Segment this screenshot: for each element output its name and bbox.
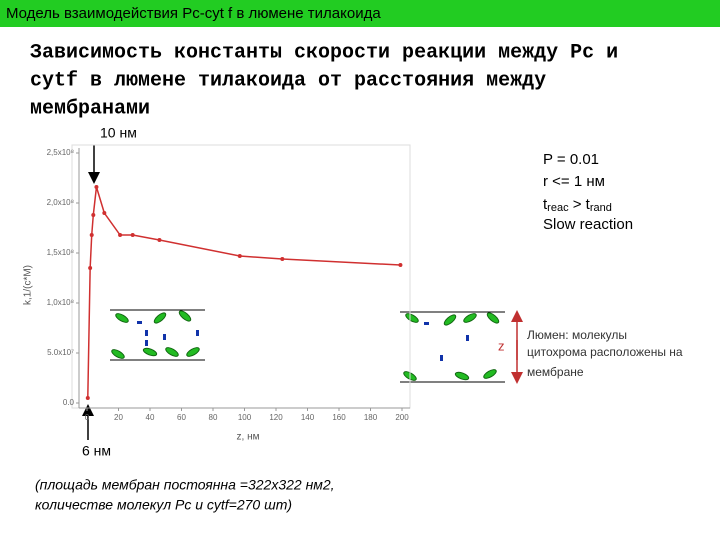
x-tick-label: 60 [177, 413, 186, 422]
side-note: Люмен: молекулы [527, 328, 627, 342]
x-tick-label: 100 [238, 413, 252, 422]
plot-frame [71, 144, 411, 409]
x-tick-label: 160 [332, 413, 346, 422]
data-point [85, 396, 90, 400]
arrow-label: 6 нм [82, 443, 111, 459]
x-tick-label: 80 [209, 413, 218, 422]
data-point [91, 213, 96, 217]
x-tick-label: 0 [85, 413, 90, 422]
x-tick-label: 20 [114, 413, 123, 422]
side-note: мембране [527, 365, 584, 379]
data-point [88, 266, 93, 270]
z-label: z [498, 338, 505, 353]
header: Модель взаимодействия Pc-cyt f в люмене … [6, 5, 381, 22]
param: r <= 1 нм [543, 173, 605, 190]
data-point [118, 233, 123, 237]
membrane-right [400, 311, 505, 383]
x-tick-label: 200 [395, 413, 409, 422]
data-point [130, 233, 135, 237]
data-line [87, 186, 401, 399]
data-point [157, 238, 162, 242]
data-point [89, 233, 94, 237]
x-tick-label: 40 [146, 413, 155, 422]
x-tick-label: 120 [269, 413, 283, 422]
param: P = 0.01 [543, 151, 599, 168]
y-tick-label: 1,0x10⁸ [47, 298, 74, 307]
y-axis-label: k,1/(c*M) [23, 265, 34, 305]
title: cytf в люмене тилакоида от расстояния ме… [30, 69, 546, 92]
y-tick-label: 0.0 [63, 398, 75, 407]
title: мембранами [30, 97, 150, 120]
footnote: (площадь мембран постоянна =322x322 нм2, [35, 477, 335, 493]
x-axis-label: z, нм [237, 432, 260, 443]
data-point [280, 257, 285, 261]
data-point [94, 185, 99, 189]
y-tick-label: 2,0x10⁸ [47, 198, 74, 207]
data-point [398, 263, 403, 267]
data-point [102, 211, 107, 215]
param: Slow reaction [543, 216, 633, 233]
title: Зависимость константы скорости реакции м… [30, 41, 618, 64]
header-bar [0, 0, 720, 27]
y-tick-label: 5.0x10⁷ [47, 348, 74, 357]
membrane-left [110, 309, 205, 361]
x-tick-label: 140 [301, 413, 315, 422]
data-point [237, 254, 242, 258]
y-tick-label: 2,5x10⁸ [47, 148, 74, 157]
x-tick-label: 180 [364, 413, 378, 422]
param: treac > trand [543, 196, 612, 214]
side-note: цитохрома расположены на [527, 345, 683, 359]
footnote: количестве молекул Pc и cytf=270 шт) [35, 497, 292, 513]
arrow-label: 10 нм [100, 125, 137, 141]
y-tick-label: 1,5x10⁸ [47, 248, 74, 257]
